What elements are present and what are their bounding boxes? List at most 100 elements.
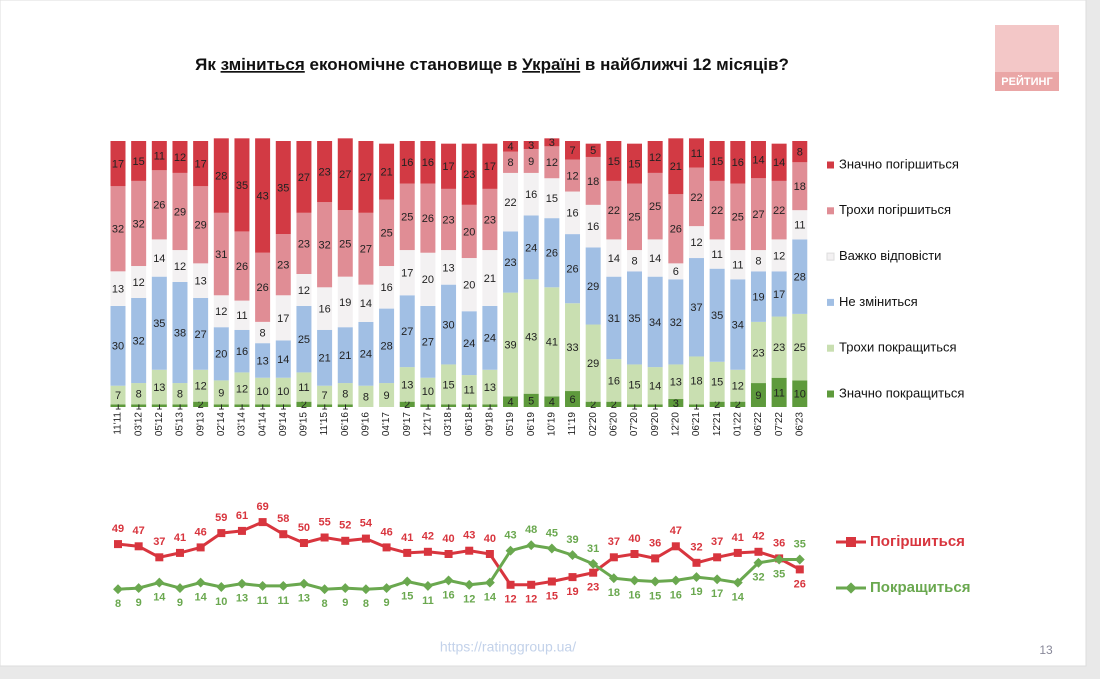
bar-segment bbox=[503, 292, 519, 397]
point bbox=[794, 554, 805, 565]
bar-segment bbox=[585, 247, 601, 325]
point bbox=[195, 577, 206, 588]
bar-label: 1 bbox=[693, 401, 699, 413]
bar-segment bbox=[234, 404, 250, 407]
bar-label: 21 bbox=[484, 273, 496, 285]
x-tick-label: 04'17 bbox=[381, 412, 392, 437]
bar-segment bbox=[771, 180, 787, 240]
bar-label: 23 bbox=[277, 260, 289, 272]
bar-label: 43 bbox=[525, 331, 537, 343]
bar-segment bbox=[255, 343, 271, 378]
bar-segment bbox=[296, 274, 312, 306]
point-label: 16 bbox=[670, 589, 682, 601]
bar-segment bbox=[255, 404, 271, 407]
bar-segment bbox=[151, 170, 167, 240]
bar-label: 18 bbox=[794, 181, 806, 193]
x-tick-label: 09'16 bbox=[361, 412, 372, 437]
bar-segment bbox=[585, 401, 601, 407]
point bbox=[568, 573, 577, 582]
bar-label: 17 bbox=[773, 289, 785, 301]
bar-segment bbox=[255, 321, 271, 344]
point bbox=[464, 579, 475, 590]
bar-label: 15 bbox=[546, 193, 558, 205]
point bbox=[567, 550, 578, 561]
bar-segment bbox=[565, 234, 581, 304]
point-label: 40 bbox=[484, 533, 496, 545]
bar-label: 21 bbox=[318, 353, 330, 365]
bar-segment bbox=[482, 250, 498, 306]
bar-segment bbox=[461, 311, 477, 376]
point bbox=[257, 580, 268, 591]
bar-segment bbox=[792, 162, 808, 211]
bar-segment bbox=[544, 218, 560, 288]
point bbox=[237, 578, 247, 589]
bar-segment bbox=[399, 141, 415, 184]
bar-label: 2 bbox=[198, 399, 204, 411]
bar-label: 12 bbox=[174, 261, 186, 273]
line bbox=[117, 520, 801, 587]
bar-segment bbox=[193, 297, 209, 370]
point-label: 13 bbox=[298, 593, 310, 605]
point bbox=[713, 553, 722, 562]
bar-segment bbox=[151, 239, 167, 277]
bar-label: 23 bbox=[484, 214, 496, 226]
x-tick-label: 09'13 bbox=[195, 412, 206, 437]
bar-segment bbox=[255, 377, 271, 405]
bar-label: 14 bbox=[773, 157, 785, 169]
x-tick-label: 06'18 bbox=[464, 412, 475, 437]
x-tick-label: 06'22 bbox=[753, 412, 764, 437]
bar-label: 25 bbox=[732, 212, 744, 224]
bar-segment bbox=[503, 231, 519, 293]
bar-label: 31 bbox=[608, 313, 620, 325]
bar-label: 1 bbox=[218, 401, 224, 413]
point-label: 41 bbox=[732, 532, 744, 544]
bar-label: 7 bbox=[115, 390, 121, 402]
bar-label: 12 bbox=[133, 277, 145, 289]
point bbox=[175, 548, 184, 557]
point bbox=[114, 540, 122, 549]
point bbox=[340, 583, 351, 594]
bar-segment bbox=[441, 404, 457, 407]
bar-label: 2 bbox=[735, 399, 741, 411]
bar-segment bbox=[750, 250, 766, 272]
point-label: 11 bbox=[277, 595, 289, 607]
point-label: 15 bbox=[649, 590, 661, 602]
point-label: 10 bbox=[215, 596, 227, 608]
bar-segment bbox=[193, 369, 209, 402]
point bbox=[320, 533, 329, 542]
x-tick-label: 12'21 bbox=[712, 412, 723, 437]
bar-segment bbox=[399, 250, 415, 296]
point-label: 19 bbox=[690, 586, 702, 598]
bar-segment bbox=[730, 250, 746, 280]
x-tick-label: 05'19 bbox=[505, 412, 516, 437]
bar-label: 35 bbox=[711, 310, 723, 322]
bar-segment bbox=[750, 178, 766, 251]
bar-segment bbox=[420, 183, 436, 253]
bar-segment bbox=[461, 375, 477, 405]
bar-segment bbox=[585, 156, 601, 205]
point-label: 14 bbox=[732, 592, 745, 604]
bar-segment bbox=[296, 372, 312, 402]
bar-segment bbox=[193, 263, 209, 298]
bar-label: 32 bbox=[133, 335, 145, 347]
bar-segment bbox=[358, 141, 374, 213]
x-tick-label: 10'19 bbox=[547, 412, 558, 437]
point bbox=[651, 554, 660, 563]
bar-segment bbox=[730, 401, 746, 407]
point-label: 61 bbox=[236, 510, 248, 522]
bar-segment bbox=[110, 186, 126, 272]
bar-segment bbox=[296, 305, 312, 373]
bar-label: 25 bbox=[298, 334, 310, 346]
point-label: 58 bbox=[277, 513, 289, 525]
bar-label: 27 bbox=[752, 209, 764, 221]
bar-segment bbox=[627, 404, 642, 407]
bar-segment bbox=[337, 383, 353, 405]
bar-segment bbox=[503, 151, 519, 173]
bar-label: 13 bbox=[670, 377, 682, 389]
bar-segment bbox=[131, 383, 147, 405]
bar-label: 23 bbox=[463, 169, 475, 181]
bar-label: 16 bbox=[566, 208, 578, 220]
bar-label: 2 bbox=[301, 399, 307, 411]
bar-label: 13 bbox=[256, 355, 268, 367]
bar-label: 23 bbox=[318, 166, 330, 178]
